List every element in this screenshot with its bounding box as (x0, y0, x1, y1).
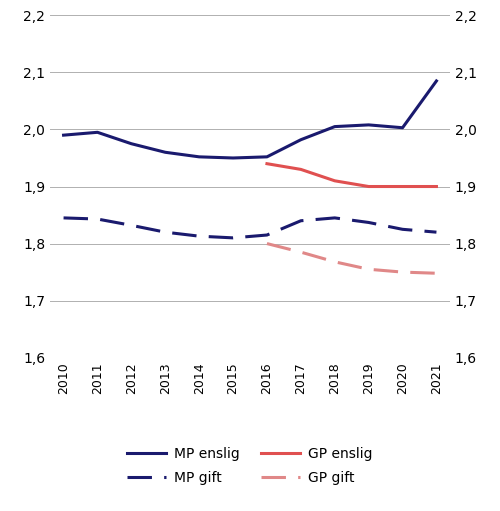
Legend: MP enslig, MP gift, GP enslig, GP gift: MP enslig, MP gift, GP enslig, GP gift (120, 440, 380, 492)
